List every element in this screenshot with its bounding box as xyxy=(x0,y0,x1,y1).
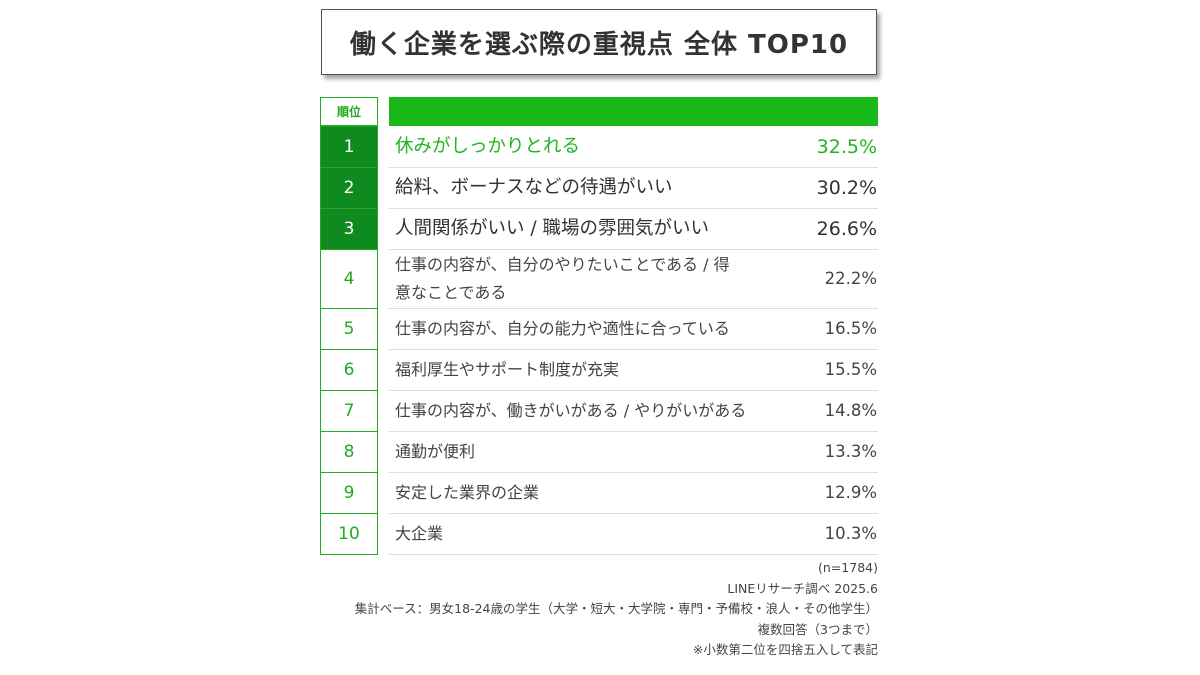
row-divider xyxy=(389,472,878,473)
row-divider xyxy=(389,208,878,209)
item-label: 大企業 xyxy=(395,524,444,543)
item-value: 13.3% xyxy=(824,442,877,461)
rank-cell: 2 xyxy=(320,166,378,209)
table-row: 10 大企業 10.3% xyxy=(320,512,880,555)
row-divider xyxy=(389,513,878,514)
row-divider xyxy=(389,554,878,555)
item-label: 仕事の内容が、働きがいがある / やりがいがある xyxy=(395,401,747,420)
row-divider xyxy=(389,249,878,250)
header-bar xyxy=(389,97,878,126)
footnotes: (n=1784) LINEリサーチ調べ 2025.6 集計ベース：男女18-24… xyxy=(355,558,878,661)
item-value: 26.6% xyxy=(816,217,877,240)
rank-cell: 3 xyxy=(320,207,378,250)
table-row: 1 休みがしっかりとれる 32.5% xyxy=(320,125,880,168)
item-label: 仕事の内容が、自分の能力や適性に合っている xyxy=(395,319,730,338)
rank-cell: 8 xyxy=(320,430,378,473)
row-divider xyxy=(389,349,878,350)
item-label: 安定した業界の企業 xyxy=(395,483,540,502)
rank-cell: 7 xyxy=(320,389,378,432)
table-row: 2 給料、ボーナスなどの待遇がいい 30.2% xyxy=(320,166,880,209)
row-divider xyxy=(389,167,878,168)
rank-column-header: 順位 xyxy=(320,97,378,126)
table-row: 8 通勤が便利 13.3% xyxy=(320,430,880,473)
item-label: 給料、ボーナスなどの待遇がいい xyxy=(395,177,673,198)
rank-cell: 4 xyxy=(320,248,378,309)
source-note: LINEリサーチ調べ 2025.6 xyxy=(727,580,878,596)
item-value: 12.9% xyxy=(824,483,877,502)
rank-cell: 6 xyxy=(320,348,378,391)
row-divider xyxy=(389,431,878,432)
answer-note: 複数回答（3つまで） xyxy=(757,621,878,637)
item-label: 休みがしっかりとれる xyxy=(395,136,581,157)
item-label: 人間関係がいい / 職場の雰囲気がいい xyxy=(395,218,709,239)
item-value: 16.5% xyxy=(824,319,877,338)
item-label: 仕事の内容が、自分のやりたいことである / 得意なことである xyxy=(395,254,730,302)
table-row: 3 人間関係がいい / 職場の雰囲気がいい 26.6% xyxy=(320,207,880,250)
table-row: 6 福利厚生やサポート制度が充実 15.5% xyxy=(320,348,880,391)
item-value: 22.2% xyxy=(824,269,877,288)
item-value: 15.5% xyxy=(824,360,877,379)
item-value: 10.3% xyxy=(824,524,877,543)
item-label: 福利厚生やサポート制度が充実 xyxy=(395,360,620,379)
sample-size: (n=1784) xyxy=(818,560,878,575)
table-row: 5 仕事の内容が、自分の能力や適性に合っている 16.5% xyxy=(320,307,880,350)
rank-cell: 1 xyxy=(320,125,378,168)
item-label: 通勤が便利 xyxy=(395,442,476,461)
base-note: 集計ベース：男女18-24歳の学生（大学・短大・大学院・専門・予備校・浪人・その… xyxy=(354,601,878,616)
row-divider xyxy=(389,390,878,391)
item-value: 32.5% xyxy=(816,135,877,158)
page-title: 働く企業を選ぶ際の重視点 全体 TOP10 xyxy=(349,29,849,60)
rank-cell: 5 xyxy=(320,307,378,350)
row-divider xyxy=(389,308,878,309)
rounding-note: ※小数第二位を四捨五入して表記 xyxy=(692,642,878,657)
item-value: 30.2% xyxy=(816,176,877,199)
table-row: 9 安定した業界の企業 12.9% xyxy=(320,471,880,514)
rank-cell: 9 xyxy=(320,471,378,514)
table-row: 7 仕事の内容が、働きがいがある / やりがいがある 14.8% xyxy=(320,389,880,432)
table-row: 4 仕事の内容が、自分のやりたいことである / 得意なことである 22.2% xyxy=(320,248,880,309)
title-box: 働く企業を選ぶ際の重視点 全体 TOP10 xyxy=(321,9,877,75)
rank-cell: 10 xyxy=(320,512,378,555)
item-value: 14.8% xyxy=(824,401,877,420)
